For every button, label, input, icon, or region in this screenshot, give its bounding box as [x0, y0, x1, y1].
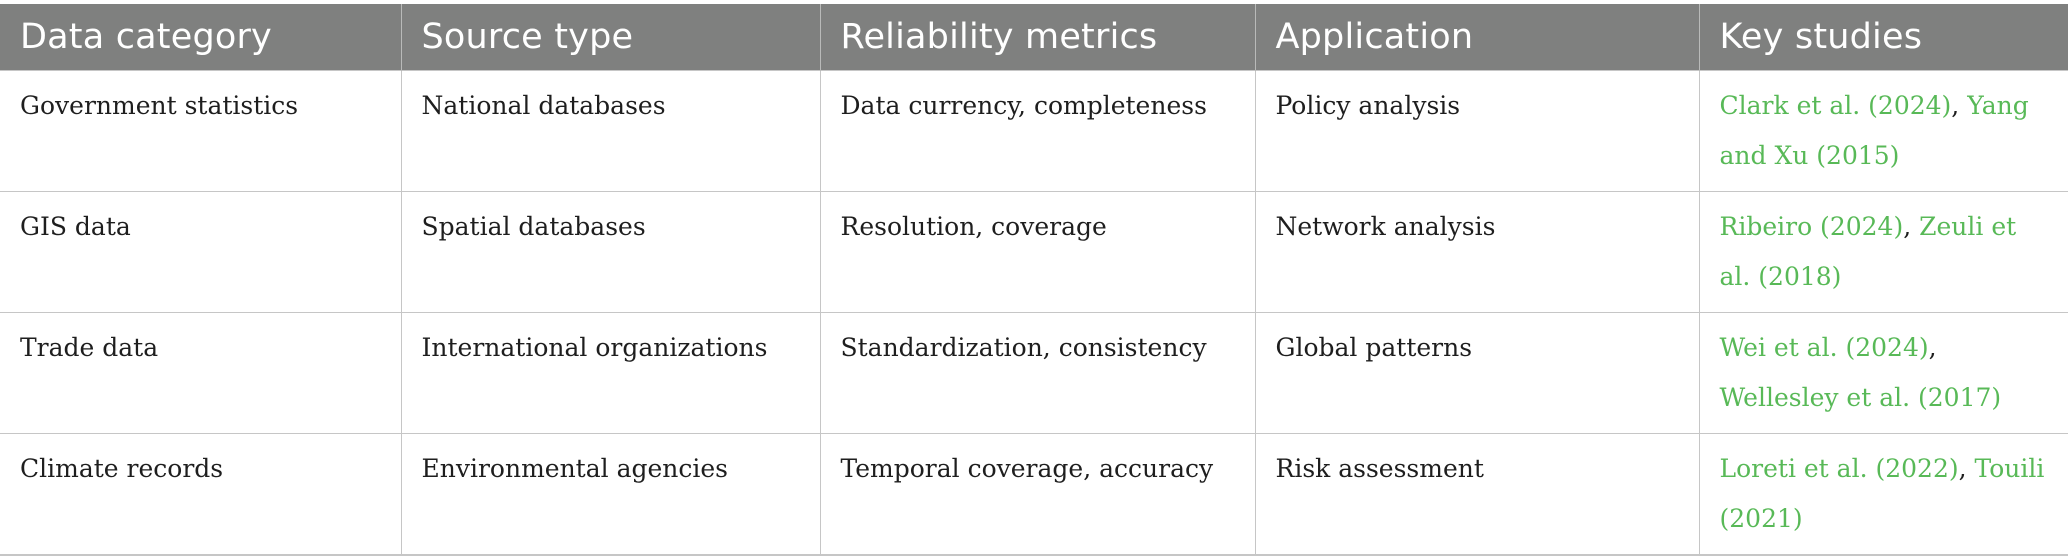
cell-reliability-metrics: Resolution, coverage	[819, 191, 1256, 313]
table-row: Trade data International organizations S…	[0, 312, 2068, 434]
cell-reliability-metrics: Data currency, completeness	[819, 70, 1256, 192]
header-application: Application	[1254, 4, 1700, 71]
citation-separator: ,	[1903, 212, 1920, 241]
cell-reliability-metrics: Standardization, consistency	[819, 312, 1256, 434]
cell-application: Network analysis	[1254, 191, 1700, 313]
citation-separator: ,	[1958, 454, 1975, 483]
table-row: Climate records Environmental agencies T…	[0, 433, 2068, 556]
cell-key-studies: Loreti et al. (2022), Touili (2021)	[1698, 433, 2068, 556]
cell-source-type: International organizations	[400, 312, 821, 434]
cell-application: Risk assessment	[1254, 433, 1700, 556]
citation-link[interactable]: Wellesley et al. (2017)	[1719, 383, 2002, 412]
header-source-type: Source type	[400, 4, 821, 71]
cell-data-category: Trade data	[0, 312, 402, 434]
citation-link[interactable]: Ribeiro (2024)	[1719, 212, 1904, 241]
cell-data-category: GIS data	[0, 191, 402, 313]
citation-link[interactable]: Zeuli et al. (2018)	[1719, 212, 2017, 291]
cell-source-type: Spatial databases	[400, 191, 821, 313]
citation-link[interactable]: Yang and Xu (2015)	[1719, 91, 2029, 170]
citation-separator: ,	[1951, 91, 1968, 120]
citation-link[interactable]: Touili (2021)	[1719, 454, 2045, 533]
data-sources-table: Data category Source type Reliability me…	[0, 4, 2068, 556]
citation-link[interactable]: Wei et al. (2024)	[1719, 333, 1929, 362]
table-body: Government statistics National databases…	[0, 70, 2068, 556]
cell-source-type: Environmental agencies	[400, 433, 821, 556]
cell-application: Policy analysis	[1254, 70, 1700, 192]
cell-reliability-metrics: Temporal coverage, accuracy	[819, 433, 1256, 556]
cell-key-studies: Clark et al. (2024), Yang and Xu (2015)	[1698, 70, 2068, 192]
citation-link[interactable]: Clark et al. (2024)	[1719, 91, 1952, 120]
citation-separator: ,	[1928, 333, 1937, 362]
cell-application: Global patterns	[1254, 312, 1700, 434]
cell-key-studies: Ribeiro (2024), Zeuli et al. (2018)	[1698, 191, 2068, 313]
header-row: Data category Source type Reliability me…	[0, 4, 2068, 71]
header-key-studies: Key studies	[1698, 4, 2068, 71]
header-reliability-metrics: Reliability metrics	[819, 4, 1256, 71]
table-row: GIS data Spatial databases Resolution, c…	[0, 191, 2068, 313]
data-sources-table-container: Data category Source type Reliability me…	[0, 4, 2068, 556]
cell-data-category: Government statistics	[0, 70, 402, 192]
table-header: Data category Source type Reliability me…	[0, 4, 2068, 71]
citation-link[interactable]: Loreti et al. (2022)	[1719, 454, 1959, 483]
table-row: Government statistics National databases…	[0, 70, 2068, 192]
cell-key-studies: Wei et al. (2024), Wellesley et al. (201…	[1698, 312, 2068, 434]
cell-source-type: National databases	[400, 70, 821, 192]
header-data-category: Data category	[0, 4, 402, 71]
